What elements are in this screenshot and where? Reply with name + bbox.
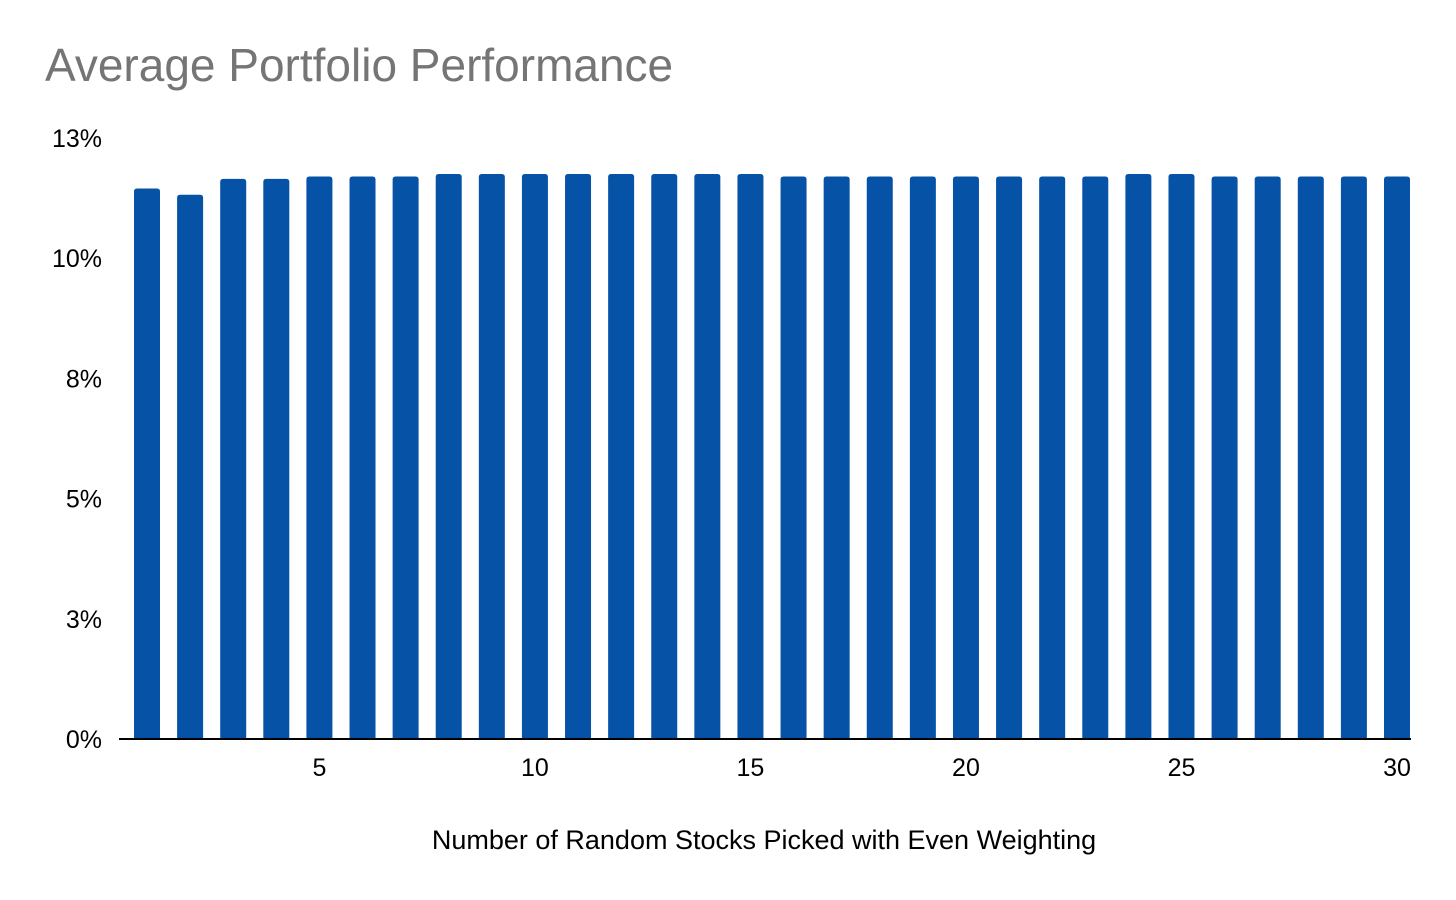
bar-26 [1211, 176, 1238, 740]
bar-11 [565, 174, 592, 739]
x-axis-title: Number of Random Stocks Picked with Even… [432, 825, 1096, 855]
bar-8 [435, 174, 462, 739]
y-tick-label: 5% [66, 486, 102, 514]
bar-23 [1082, 176, 1109, 740]
bar-30 [1384, 176, 1410, 740]
bar-12 [608, 174, 635, 739]
bar-5 [306, 176, 333, 740]
bar-9 [478, 174, 505, 739]
x-tick-label: 5 [312, 754, 326, 782]
y-tick-label: 0% [66, 726, 102, 754]
x-tick-label: 25 [1168, 754, 1196, 782]
bar-25 [1168, 174, 1195, 739]
y-axis-ticks: 0% 3% 5% 8% 10% 13% [52, 125, 102, 754]
x-tick-label: 30 [1383, 754, 1411, 782]
bar-6 [349, 176, 376, 740]
bar-15 [737, 174, 764, 739]
bars-layer [134, 174, 1410, 740]
bar-24 [1125, 174, 1152, 739]
y-tick-label: 8% [66, 365, 102, 393]
x-axis-ticks: 5 10 15 20 25 30 [312, 754, 1410, 782]
bar-4 [263, 178, 290, 740]
bar-29 [1340, 176, 1367, 740]
bar-19 [909, 176, 936, 740]
bar-20 [952, 176, 979, 740]
y-tick-label: 13% [52, 125, 102, 153]
chart-title: Average Portfolio Performance [45, 39, 674, 91]
y-tick-label: 10% [52, 245, 102, 273]
bar-22 [1039, 176, 1066, 740]
bar-2 [177, 194, 204, 740]
y-tick-label: 3% [66, 606, 102, 634]
bar-28 [1297, 176, 1324, 740]
bar-7 [392, 176, 419, 740]
x-tick-label: 15 [737, 754, 765, 782]
bar-1 [134, 188, 160, 739]
bar-18 [866, 176, 893, 740]
bar-16 [780, 176, 807, 740]
bar-3 [220, 178, 247, 740]
bar-17 [823, 176, 850, 740]
x-tick-label: 10 [521, 754, 549, 782]
bar-27 [1254, 176, 1281, 740]
x-tick-label: 20 [952, 754, 980, 782]
bar-14 [694, 174, 721, 739]
bar-13 [651, 174, 678, 739]
bar-10 [521, 174, 548, 739]
bar-21 [996, 176, 1023, 740]
